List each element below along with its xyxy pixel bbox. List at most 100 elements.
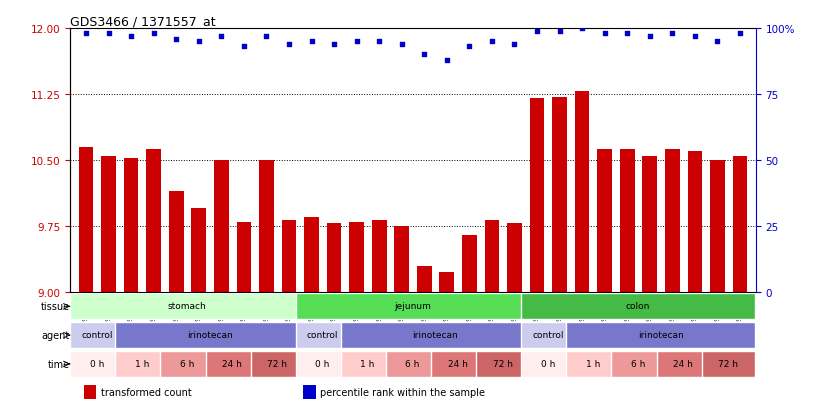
Bar xyxy=(657,351,710,377)
Point xyxy=(553,28,566,35)
Text: 72 h: 72 h xyxy=(268,359,287,368)
Bar xyxy=(431,351,484,377)
Text: time: time xyxy=(48,359,69,369)
Text: 6 h: 6 h xyxy=(631,359,645,368)
Bar xyxy=(386,351,439,377)
Bar xyxy=(78,147,93,292)
Text: 0 h: 0 h xyxy=(316,359,330,368)
Bar xyxy=(214,161,229,292)
Text: agent: agent xyxy=(41,330,69,340)
Point xyxy=(486,39,499,45)
Bar xyxy=(206,351,259,377)
Point xyxy=(508,41,521,48)
Text: 24 h: 24 h xyxy=(448,359,468,368)
Point xyxy=(418,52,431,59)
Text: 72 h: 72 h xyxy=(719,359,738,368)
Bar xyxy=(70,351,123,377)
Text: 1 h: 1 h xyxy=(360,359,375,368)
Text: stomach: stomach xyxy=(168,301,206,311)
Text: colon: colon xyxy=(626,301,650,311)
Point xyxy=(215,33,228,40)
Bar xyxy=(116,323,304,348)
Text: 0 h: 0 h xyxy=(541,359,555,368)
Point xyxy=(237,44,250,51)
Bar xyxy=(710,161,724,292)
Text: jejunum: jejunum xyxy=(394,301,431,311)
Bar xyxy=(521,323,574,348)
Bar xyxy=(160,351,214,377)
Bar xyxy=(304,218,319,292)
Text: tissue: tissue xyxy=(40,301,69,311)
Bar xyxy=(250,351,304,377)
Bar xyxy=(567,323,755,348)
Point xyxy=(192,39,206,45)
Bar xyxy=(485,220,499,292)
Point xyxy=(395,41,408,48)
Text: 24 h: 24 h xyxy=(673,359,693,368)
Bar xyxy=(282,220,297,292)
Bar xyxy=(417,266,432,292)
Text: control: control xyxy=(532,330,563,339)
Text: 72 h: 72 h xyxy=(493,359,513,368)
Bar xyxy=(597,149,612,292)
Text: transformed count: transformed count xyxy=(101,387,192,397)
Bar xyxy=(567,351,620,377)
Text: GDS3466 / 1371557_at: GDS3466 / 1371557_at xyxy=(70,15,216,28)
Bar xyxy=(70,323,123,348)
Point xyxy=(666,31,679,38)
Bar xyxy=(394,226,409,292)
Text: 6 h: 6 h xyxy=(406,359,420,368)
Bar xyxy=(575,92,590,292)
Bar xyxy=(733,156,748,292)
Text: irinotecan: irinotecan xyxy=(638,330,683,339)
Point xyxy=(125,33,138,40)
Bar xyxy=(303,385,316,399)
Bar xyxy=(84,385,97,399)
Bar xyxy=(529,99,544,292)
Bar xyxy=(341,323,529,348)
Text: 24 h: 24 h xyxy=(222,359,242,368)
Bar xyxy=(643,156,657,292)
Text: irinotecan: irinotecan xyxy=(412,330,458,339)
Point xyxy=(688,33,701,40)
Bar xyxy=(327,224,341,292)
Bar xyxy=(521,294,755,320)
Point xyxy=(327,41,340,48)
Text: irinotecan: irinotecan xyxy=(187,330,232,339)
Text: control: control xyxy=(306,330,338,339)
Point xyxy=(530,28,544,35)
Point xyxy=(282,41,296,48)
Point xyxy=(350,39,363,45)
Bar xyxy=(70,294,304,320)
Point xyxy=(598,31,611,38)
Point xyxy=(733,31,747,38)
Text: 1 h: 1 h xyxy=(586,359,601,368)
Bar xyxy=(701,351,755,377)
Text: 1 h: 1 h xyxy=(135,359,150,368)
Point xyxy=(440,57,453,64)
Text: 0 h: 0 h xyxy=(90,359,104,368)
Bar xyxy=(349,222,364,292)
Bar xyxy=(665,149,680,292)
Text: percentile rank within the sample: percentile rank within the sample xyxy=(320,387,486,397)
Point xyxy=(102,31,115,38)
Bar xyxy=(462,235,477,292)
Bar xyxy=(102,156,116,292)
Bar xyxy=(296,294,529,320)
Point xyxy=(620,31,634,38)
Point xyxy=(169,36,183,43)
Bar xyxy=(553,97,567,292)
Bar xyxy=(296,351,349,377)
Bar xyxy=(476,351,529,377)
Bar xyxy=(439,272,454,292)
Text: 6 h: 6 h xyxy=(180,359,194,368)
Point xyxy=(576,26,589,32)
Bar xyxy=(611,351,665,377)
Point xyxy=(463,44,476,51)
Point xyxy=(373,39,386,45)
Point xyxy=(643,33,657,40)
Bar xyxy=(259,161,273,292)
Bar xyxy=(236,222,251,292)
Text: control: control xyxy=(81,330,112,339)
Bar xyxy=(341,351,394,377)
